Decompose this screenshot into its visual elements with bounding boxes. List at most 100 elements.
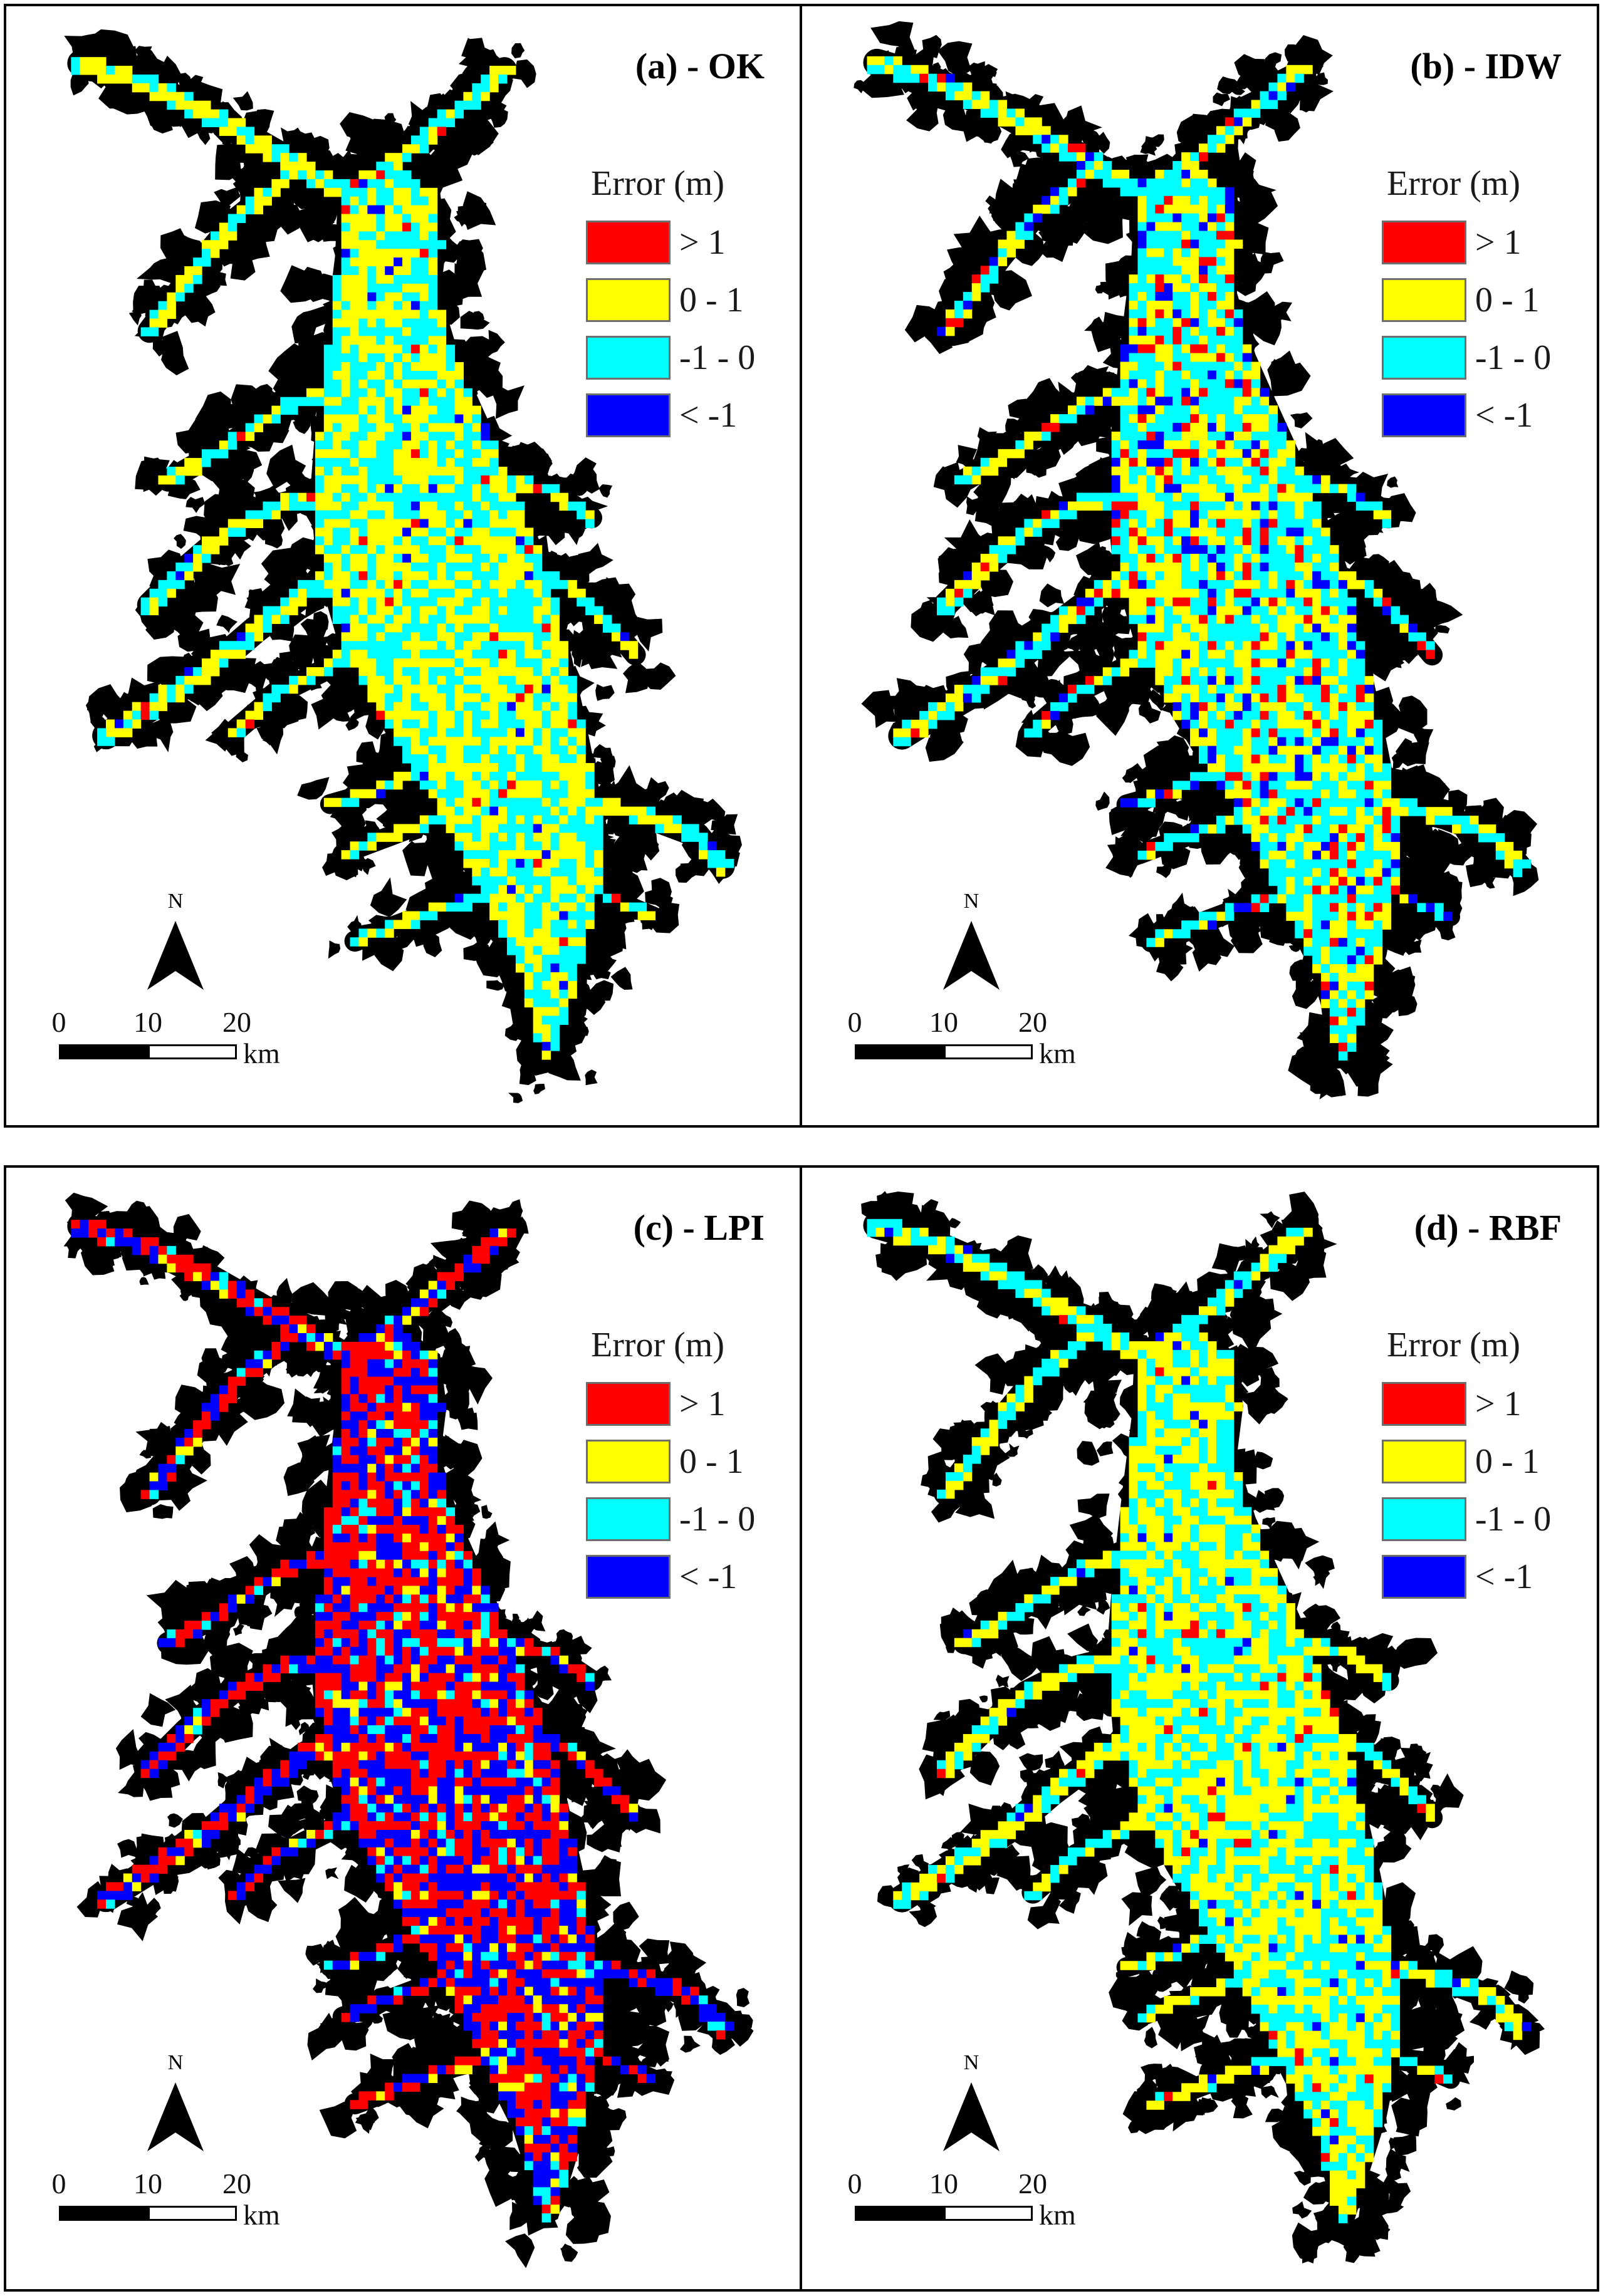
error-cell <box>454 841 464 851</box>
error-cell <box>71 57 80 66</box>
error-cell <box>394 187 403 197</box>
shoreline-blob <box>264 199 301 234</box>
error-cell <box>193 466 202 476</box>
error-cell <box>350 405 360 415</box>
error-cell <box>1155 370 1164 380</box>
error-cell <box>1224 283 1235 293</box>
error-cell <box>446 353 456 363</box>
legend-row-0-1: 0 - 1 <box>586 278 800 322</box>
error-cell <box>1190 231 1199 241</box>
error-cell <box>1181 344 1191 354</box>
error-cell <box>385 405 394 415</box>
error-cell <box>463 615 473 625</box>
error-cell <box>428 440 438 450</box>
error-cell <box>280 397 290 407</box>
error-cell <box>1190 257 1199 266</box>
error-cell <box>577 597 586 607</box>
error-cell <box>385 231 394 241</box>
error-cell <box>515 554 525 563</box>
error-cell <box>1137 318 1147 328</box>
error-cell <box>867 65 877 75</box>
error-cell <box>1050 204 1060 214</box>
error-cell <box>506 693 516 703</box>
error-cell <box>1164 326 1173 336</box>
error-cell <box>376 388 385 398</box>
error-cell <box>323 449 333 459</box>
error-cell <box>385 702 394 712</box>
error-cell <box>350 187 360 197</box>
error-cell <box>481 650 490 659</box>
error-cell <box>463 388 473 398</box>
error-cell <box>158 684 167 694</box>
error-cell <box>1155 301 1164 310</box>
error-cell <box>394 675 403 685</box>
error-cell <box>410 615 420 625</box>
error-cell <box>428 274 438 284</box>
shoreline-blob <box>1217 76 1241 95</box>
error-cell <box>367 301 377 311</box>
error-cell <box>1137 231 1147 241</box>
error-cell <box>1155 274 1164 284</box>
error-cell <box>454 588 464 598</box>
error-cell <box>306 579 316 590</box>
error-cell <box>524 641 534 650</box>
error-cell <box>463 684 473 694</box>
error-cell <box>394 510 403 520</box>
error-cell <box>184 667 194 677</box>
error-cell <box>402 144 412 153</box>
error-cell <box>341 466 351 476</box>
error-cell <box>1059 195 1068 205</box>
error-cell <box>419 362 429 371</box>
shoreline-blob <box>289 634 322 676</box>
error-cell <box>402 309 412 319</box>
error-cell <box>1042 432 1051 441</box>
error-cell <box>481 632 490 642</box>
error-cell <box>367 588 377 598</box>
error-cell <box>350 606 360 616</box>
error-cell <box>341 850 351 860</box>
error-cell <box>306 170 316 180</box>
error-cell <box>1155 231 1164 241</box>
legend-row-m1-0: -1 - 0 <box>586 336 800 380</box>
error-cell <box>1216 195 1226 205</box>
error-cell <box>1164 466 1173 476</box>
error-cell <box>271 615 281 625</box>
error-cell <box>629 641 639 650</box>
error-cell <box>533 675 543 685</box>
error-cell <box>454 684 464 694</box>
legend-label: < -1 <box>679 396 738 435</box>
error-cell <box>394 449 403 459</box>
error-cell <box>358 554 368 563</box>
error-cell <box>489 719 499 729</box>
error-cell <box>158 693 167 703</box>
error-cell <box>385 466 394 476</box>
error-cell <box>263 135 272 145</box>
error-cell <box>358 327 368 336</box>
error-cell <box>620 641 630 650</box>
error-cell <box>410 571 420 581</box>
error-cell <box>1242 449 1252 459</box>
error-cell <box>1199 222 1208 232</box>
error-cell <box>472 554 481 563</box>
error-cell <box>481 588 490 598</box>
error-cell <box>1015 222 1025 232</box>
error-cell <box>132 710 142 720</box>
error-cell <box>1172 222 1182 232</box>
error-cell <box>541 1033 551 1042</box>
error-cell <box>1006 449 1016 459</box>
error-cell <box>402 684 412 694</box>
error-cell <box>1242 397 1252 406</box>
error-cell <box>1181 292 1191 301</box>
error-cell <box>454 615 464 625</box>
error-cell <box>254 414 264 424</box>
error-cell <box>271 144 281 153</box>
error-cell <box>341 632 351 642</box>
error-cell <box>646 911 656 921</box>
error-cell <box>219 240 229 249</box>
error-cell <box>358 501 368 511</box>
error-cell <box>463 588 473 598</box>
error-cell <box>289 588 298 598</box>
error-cell <box>446 806 456 816</box>
error-cell <box>1146 344 1156 354</box>
error-cell <box>376 710 385 720</box>
